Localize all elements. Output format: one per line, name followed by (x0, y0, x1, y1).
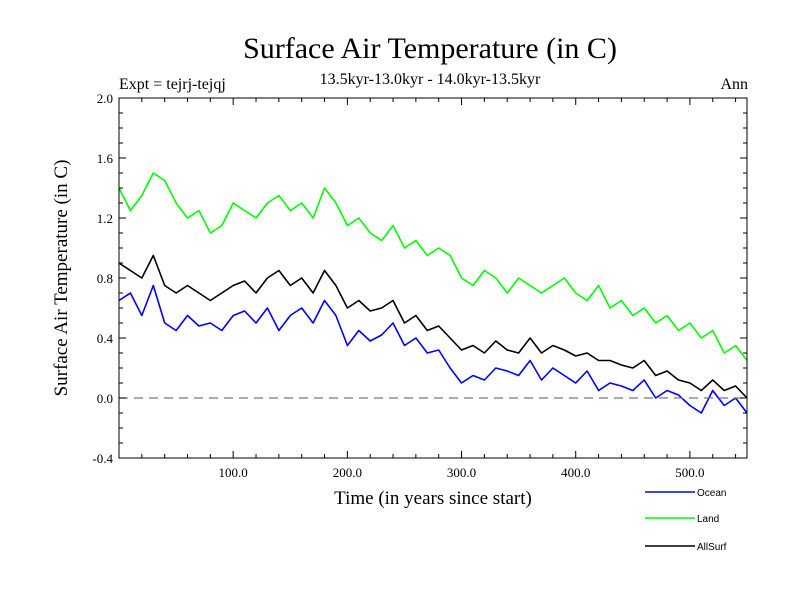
y-tick-label: 0.8 (97, 271, 113, 286)
y-tick-label: 0.4 (97, 331, 114, 346)
x-tick-label: 100.0 (219, 465, 248, 480)
x-tick-label: 500.0 (675, 465, 704, 480)
x-tick-label: 400.0 (561, 465, 590, 480)
legend-label-allsurf: AllSurf (697, 542, 727, 553)
legend-label-ocean: Ocean (697, 488, 726, 499)
chart-title: Surface Air Temperature (in C) (243, 32, 617, 65)
series-line-allsurf (119, 254, 747, 399)
series-line-land (119, 172, 747, 361)
season-label: Ann (720, 76, 748, 93)
y-tick-label: -0.4 (92, 451, 113, 466)
legend-label-land: Land (697, 514, 719, 525)
chart-subtitle: 13.5kyr-13.0kyr - 14.0kyr-13.5kyr (320, 71, 541, 88)
legend: Ocean Land AllSurf (645, 488, 727, 553)
expt-label: Expt = tejrj-tejqj (119, 76, 226, 93)
series-layer (119, 172, 747, 414)
y-axis-title: Surface Air Temperature (in C) (51, 160, 72, 397)
y-tick-label: 1.2 (97, 211, 113, 226)
x-tick-label: 200.0 (333, 465, 362, 480)
x-tick-label: 300.0 (447, 465, 476, 480)
tick-layer: 100.0 200.0 300.0 400.0 500.0 -0.4 0.0 0.4 0.8 1.… (92, 91, 747, 480)
y-tick-label: 2.0 (97, 91, 113, 106)
plot-frame (118, 97, 748, 459)
y-tick-label: 0.0 (97, 391, 113, 406)
x-axis-title: Time (in years since start) (334, 488, 532, 509)
y-tick-label: 1.6 (97, 151, 114, 166)
series-line-ocean (119, 284, 747, 414)
